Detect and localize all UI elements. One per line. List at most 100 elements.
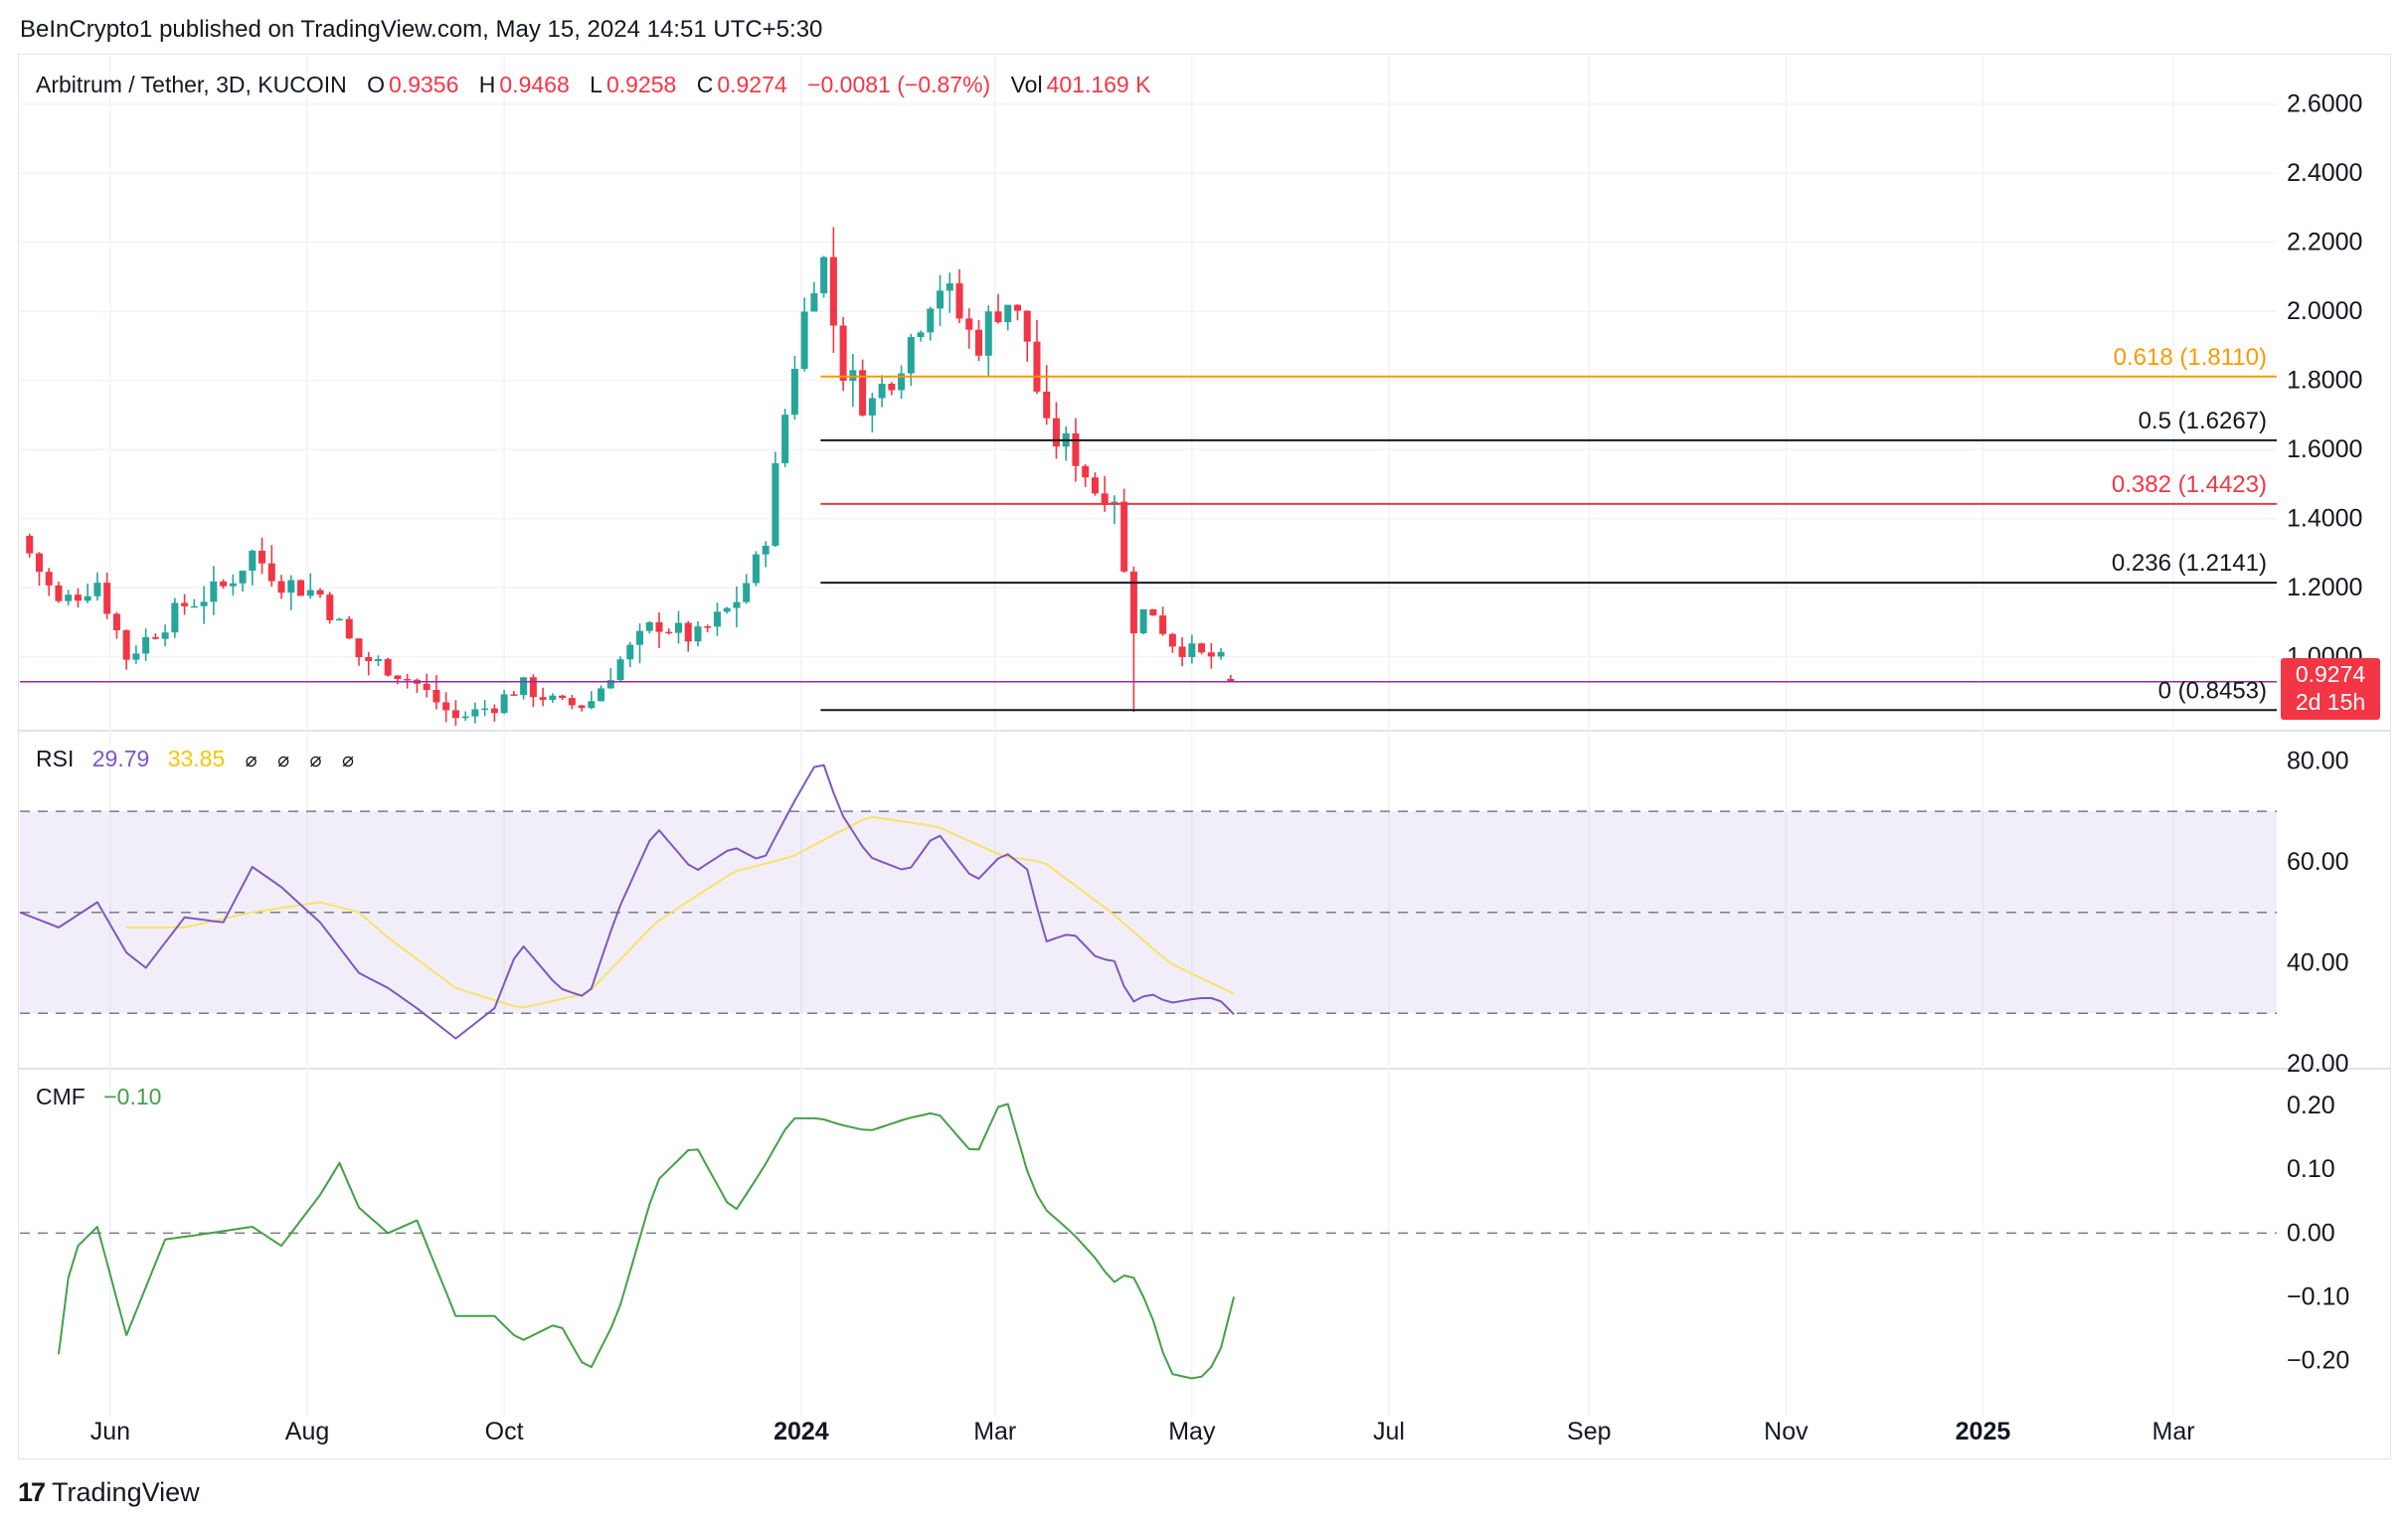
fib-level-label: 0 (0.8453) bbox=[2158, 677, 2267, 704]
fib-level-label: 0.5 (1.6267) bbox=[2139, 408, 2267, 434]
candle-body bbox=[45, 572, 53, 586]
candle-body bbox=[481, 708, 489, 711]
candle-body bbox=[1149, 608, 1157, 616]
candle-body bbox=[220, 581, 228, 587]
candle-body bbox=[74, 594, 82, 601]
candle-body bbox=[374, 659, 382, 662]
candle-body bbox=[181, 602, 189, 606]
candle-body bbox=[1013, 304, 1021, 311]
rsi-legend: RSI 29.79 33.85 ⌀ ⌀ ⌀ ⌀ bbox=[36, 746, 358, 772]
candle-body bbox=[365, 656, 373, 662]
candle-body bbox=[1101, 493, 1109, 505]
x-axis-tick-label: Mar bbox=[2152, 1418, 2195, 1445]
candle-body bbox=[200, 601, 208, 606]
empty-set-icon: ⌀ bbox=[309, 750, 322, 771]
candle-body bbox=[800, 311, 808, 370]
candle-body bbox=[665, 631, 673, 634]
x-axis-tick-label: Sep bbox=[1567, 1418, 1611, 1445]
candle-body bbox=[190, 605, 198, 608]
price-axis-tick-label: 1.6000 bbox=[2287, 435, 2362, 463]
candle-body bbox=[229, 583, 237, 587]
candle-body bbox=[1159, 615, 1167, 634]
candle-body bbox=[568, 698, 576, 706]
cmf-axis-tick-label: −0.20 bbox=[2287, 1347, 2349, 1375]
x-axis-tick-label: Mar bbox=[973, 1418, 1016, 1445]
rsi-axis-tick-label: 80.00 bbox=[2287, 747, 2349, 774]
candle-body bbox=[878, 384, 886, 399]
candle-body bbox=[277, 581, 285, 594]
price-axis-tick-label: 2.2000 bbox=[2287, 229, 2362, 256]
candle-body bbox=[859, 370, 867, 416]
candle-body bbox=[103, 583, 111, 614]
price-axis-tick-label: 1.8000 bbox=[2287, 367, 2362, 395]
candle-body bbox=[539, 697, 547, 701]
change-value: −0.0081 (−0.87%) bbox=[807, 72, 991, 97]
candle-body bbox=[500, 694, 508, 714]
chart-frame[interactable] bbox=[18, 54, 2391, 1459]
candle-body bbox=[171, 602, 179, 633]
candle-body bbox=[606, 680, 614, 689]
candle-body bbox=[849, 370, 857, 382]
candle-body bbox=[713, 611, 721, 627]
candle-body bbox=[743, 583, 751, 602]
candle-body bbox=[1227, 678, 1235, 682]
candle-body bbox=[132, 653, 140, 660]
last-price-badge: 0.9274 2d 15h bbox=[2281, 658, 2380, 720]
price-axis-tick-label: 2.0000 bbox=[2287, 297, 2362, 325]
volume-label: Vol bbox=[1010, 72, 1043, 97]
candle-body bbox=[965, 318, 973, 330]
candle-body bbox=[161, 632, 169, 639]
candle-body bbox=[937, 290, 945, 309]
candle-body bbox=[1052, 418, 1060, 447]
candle-body bbox=[84, 595, 91, 601]
candle-body bbox=[636, 630, 644, 645]
candle-body bbox=[1168, 633, 1176, 647]
candle-body bbox=[297, 580, 305, 596]
candle-body bbox=[151, 636, 159, 639]
rsi-axis-tick-label: 20.00 bbox=[2287, 1050, 2349, 1078]
candle-body bbox=[984, 311, 992, 356]
candle-body bbox=[1004, 304, 1012, 323]
candle-body bbox=[1091, 477, 1099, 494]
candle-body bbox=[868, 398, 876, 416]
candle-body bbox=[694, 626, 702, 642]
candle-body bbox=[1139, 608, 1147, 634]
candle-body bbox=[888, 384, 896, 391]
open-label: O bbox=[367, 72, 386, 97]
x-axis-tick-label: Jun bbox=[90, 1418, 130, 1445]
empty-set-icon: ⌀ bbox=[277, 750, 290, 771]
candle-body bbox=[723, 607, 731, 612]
price-axis-tick-label: 1.2000 bbox=[2287, 574, 2362, 601]
cmf-label[interactable]: CMF bbox=[36, 1084, 86, 1109]
candle-body bbox=[267, 563, 275, 582]
low-value: 0.9258 bbox=[605, 72, 677, 97]
candle-body bbox=[917, 332, 925, 338]
x-axis-tick-label: May bbox=[1168, 1418, 1216, 1445]
tradingview-logo[interactable]: 17 TradingView bbox=[18, 1477, 200, 1508]
price-axis-tick-label: 2.6000 bbox=[2287, 90, 2362, 118]
low-label: L bbox=[590, 72, 602, 97]
candle-body bbox=[907, 337, 915, 374]
candle-body bbox=[626, 644, 634, 660]
candle-body bbox=[249, 550, 257, 572]
symbol-label[interactable]: Arbitrum / Tether, 3D, KUCOIN bbox=[36, 72, 347, 97]
candle-body bbox=[733, 601, 741, 608]
candle-body bbox=[529, 677, 537, 698]
candle-body bbox=[1217, 651, 1225, 657]
candle-body bbox=[451, 710, 459, 719]
price-axis-tick-label: 2.4000 bbox=[2287, 159, 2362, 187]
candle-body bbox=[790, 369, 798, 416]
published-by-text: BeInCrypto1 published on TradingView.com… bbox=[20, 16, 823, 43]
x-axis-tick-label: 2025 bbox=[1956, 1418, 2011, 1445]
volume-value: 401.169 K bbox=[1046, 72, 1151, 97]
empty-set-icon: ⌀ bbox=[341, 750, 354, 771]
cmf-legend: CMF −0.10 bbox=[36, 1084, 165, 1110]
candle-body bbox=[1198, 643, 1206, 653]
candle-body bbox=[1178, 646, 1186, 657]
candle-body bbox=[839, 325, 847, 382]
rsi-label[interactable]: RSI bbox=[36, 746, 75, 771]
candle-body bbox=[1207, 652, 1215, 657]
candle-body bbox=[616, 659, 624, 681]
candle-body bbox=[955, 283, 963, 319]
